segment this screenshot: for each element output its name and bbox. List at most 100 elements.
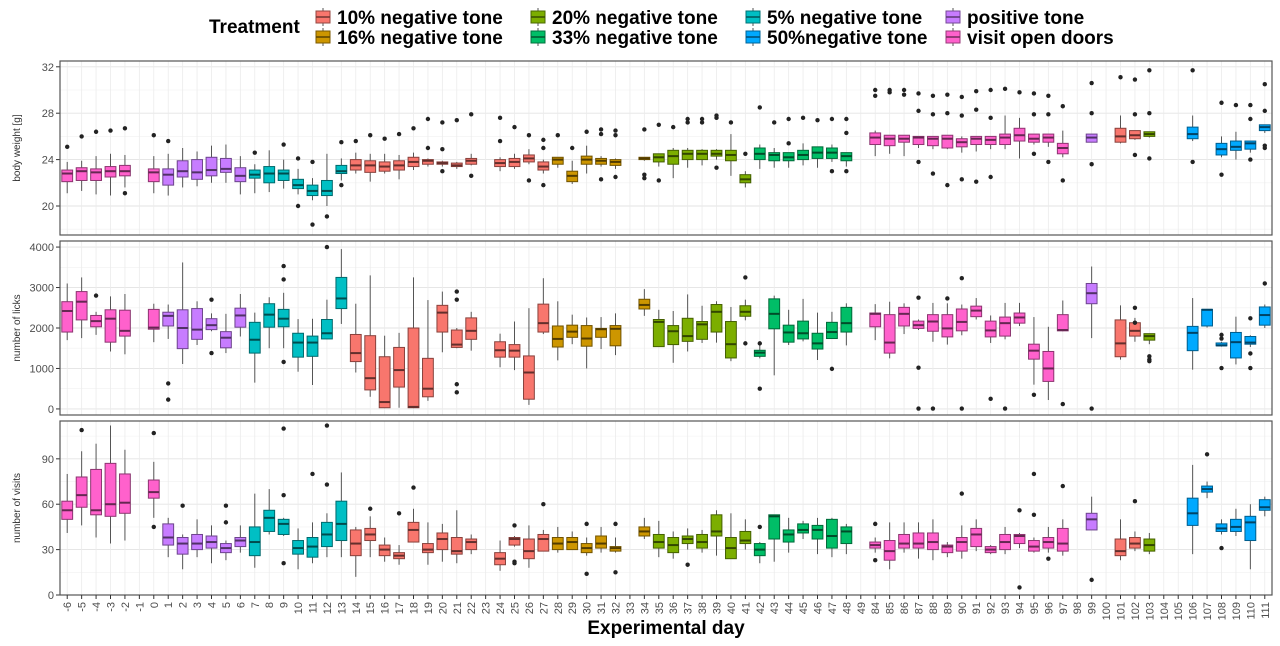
box-day-44 bbox=[782, 116, 795, 168]
y-axis-title: number of licks bbox=[12, 294, 23, 361]
box-day-91 bbox=[970, 88, 983, 184]
outlier-point bbox=[598, 131, 604, 137]
iqr-box bbox=[883, 134, 896, 147]
iqr-box bbox=[782, 324, 795, 343]
iqr-box bbox=[1056, 527, 1069, 552]
outlier-point bbox=[815, 117, 820, 123]
box-day-15 bbox=[364, 506, 377, 558]
outlier-point bbox=[642, 172, 647, 177]
box-day-30 bbox=[580, 129, 593, 174]
outlier-point bbox=[1046, 112, 1051, 117]
box-day-32 bbox=[609, 521, 622, 575]
iqr-box bbox=[970, 527, 983, 548]
outlier-point bbox=[79, 427, 84, 433]
outlier-point bbox=[1262, 145, 1267, 151]
outlier-point bbox=[526, 178, 532, 183]
box-day-85 bbox=[883, 301, 896, 359]
outlier-point bbox=[469, 112, 474, 117]
outlier-point bbox=[1248, 365, 1253, 371]
outlier-point bbox=[959, 491, 964, 496]
x-tick-label: 37 bbox=[683, 602, 695, 614]
legend-label: 50%negative tone bbox=[767, 28, 928, 49]
legend-title: Treatment bbox=[209, 17, 300, 38]
box-day-93 bbox=[999, 86, 1011, 150]
outlier-point bbox=[1147, 358, 1152, 364]
box-day-14 bbox=[349, 303, 362, 373]
outlier-point bbox=[1204, 452, 1210, 457]
outlier-point bbox=[396, 511, 402, 516]
iqr-box bbox=[450, 537, 463, 555]
outlier-point bbox=[368, 133, 373, 138]
outlier-point bbox=[166, 397, 171, 402]
outlier-point bbox=[945, 111, 950, 116]
x-tick-label: 100 bbox=[1101, 602, 1113, 620]
box-day-85 bbox=[883, 522, 896, 570]
box-day-11 bbox=[306, 471, 319, 564]
x-tick-label: 103 bbox=[1144, 602, 1156, 620]
iqr-box bbox=[696, 149, 708, 161]
box-day--5 bbox=[75, 427, 88, 526]
box-day-103 bbox=[1143, 333, 1156, 364]
box-day-89 bbox=[941, 296, 954, 345]
outlier-point bbox=[339, 140, 344, 145]
outlier-point bbox=[844, 130, 849, 136]
box-day-86 bbox=[898, 303, 910, 335]
outlier-point bbox=[1046, 93, 1051, 99]
box-day-101 bbox=[1114, 305, 1127, 360]
box-day-18 bbox=[407, 126, 420, 171]
box-day-35 bbox=[652, 309, 665, 348]
panel-2: 0 1000 2000 3000 4000 number of licks bbox=[12, 240, 1273, 416]
x-tick-label: 93 bbox=[1000, 602, 1012, 614]
box-day-88 bbox=[927, 302, 939, 411]
outlier-point bbox=[656, 122, 661, 128]
iqr-box bbox=[537, 533, 550, 552]
iqr-box bbox=[1085, 512, 1098, 531]
box-day-107 bbox=[1201, 308, 1213, 328]
iqr-box bbox=[90, 468, 102, 516]
outlier-point bbox=[959, 94, 964, 100]
box-day--3 bbox=[104, 128, 117, 196]
box-day-96 bbox=[1042, 526, 1055, 561]
legend-entry: 16% negative tone bbox=[315, 28, 503, 49]
x-tick-label: 105 bbox=[1173, 602, 1185, 620]
iqr-box bbox=[768, 514, 781, 540]
box-day-45 bbox=[797, 298, 809, 342]
box-day-39 bbox=[710, 301, 723, 343]
iqr-box bbox=[955, 537, 968, 552]
legend-label: 33% negative tone bbox=[552, 28, 718, 49]
box-day-46 bbox=[811, 517, 824, 555]
box-day-110 bbox=[1244, 504, 1257, 570]
box-day-90 bbox=[955, 276, 968, 411]
box-day-41 bbox=[739, 275, 752, 346]
iqr-box bbox=[1114, 319, 1127, 358]
box-day-7 bbox=[248, 493, 261, 568]
box-day-26 bbox=[523, 525, 535, 568]
outlier-point bbox=[1219, 545, 1224, 551]
x-tick-label: 90 bbox=[957, 602, 969, 614]
box-day-92 bbox=[984, 545, 997, 555]
iqr-box bbox=[321, 179, 333, 197]
box-day-34 bbox=[638, 517, 651, 540]
iqr-box bbox=[667, 325, 680, 346]
box-day-19 bbox=[422, 116, 434, 167]
x-tick-label: 89 bbox=[942, 602, 954, 614]
outlier-point bbox=[743, 151, 748, 156]
box-day-24 bbox=[494, 540, 506, 571]
iqr-box bbox=[191, 533, 203, 551]
x-tick-label: 15 bbox=[365, 602, 377, 614]
outlier-point bbox=[743, 341, 748, 346]
box-day-30 bbox=[580, 317, 593, 369]
outlier-point bbox=[526, 133, 532, 138]
box-day-6 bbox=[234, 156, 247, 195]
box-day-0 bbox=[147, 133, 160, 194]
outlier-point bbox=[1147, 68, 1152, 73]
y-tick-label: 0 bbox=[48, 590, 54, 602]
outlier-point bbox=[1132, 152, 1138, 158]
box-day-45 bbox=[797, 115, 809, 166]
outlier-point bbox=[916, 159, 921, 165]
outlier-point bbox=[988, 174, 993, 180]
y-tick-label: 60 bbox=[42, 499, 54, 511]
box-day-13 bbox=[335, 249, 348, 324]
outlier-point bbox=[743, 275, 748, 280]
outlier-point bbox=[1118, 75, 1123, 80]
